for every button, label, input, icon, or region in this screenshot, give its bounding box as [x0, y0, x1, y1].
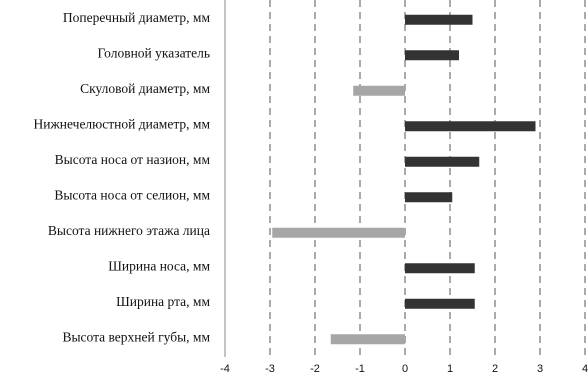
category-label: Поперечный диаметр, мм: [63, 10, 211, 25]
x-tick-label: -1: [355, 363, 365, 375]
bar-2: [405, 50, 459, 61]
category-label: Высота верхней губы, мм: [62, 329, 210, 344]
category-label: Высота носа от селион, мм: [54, 187, 210, 202]
bar-9: [405, 298, 475, 309]
x-tick-label: -4: [220, 363, 230, 375]
x-tick-labels: -4 -3 -2 -1 0 1 2 3 4: [220, 363, 588, 375]
x-tick-label: 1: [447, 363, 453, 375]
x-tick-label: 4: [582, 363, 588, 375]
category-label: Высота носа от назион, мм: [55, 152, 211, 167]
category-label: Высота нижнего этажа лица: [48, 223, 210, 238]
x-tick-label: 2: [492, 363, 498, 375]
bars: [272, 14, 536, 345]
bar-1: [405, 14, 473, 25]
bar-4: [405, 121, 536, 132]
x-tick-label: 0: [402, 363, 408, 375]
bar-3: [353, 85, 405, 96]
category-label: Головной указатель: [98, 45, 210, 60]
category-labels: Поперечный диаметр, мм Головной указатель…: [33, 10, 210, 345]
bar-8: [405, 263, 475, 274]
category-label: Ширина рта, мм: [116, 294, 210, 309]
x-tick-label: -2: [310, 363, 320, 375]
x-tick-label: -3: [265, 363, 275, 375]
x-tick-label: 3: [537, 363, 543, 375]
category-label: Скуловой диаметр, мм: [80, 81, 210, 96]
category-label: Нижнечелюстной диаметр, мм: [33, 116, 210, 131]
category-label: Ширина носа, мм: [108, 258, 210, 273]
bar-7: [272, 227, 405, 238]
bar-6: [405, 192, 453, 203]
bar-10: [330, 334, 405, 345]
bar-5: [405, 156, 480, 167]
